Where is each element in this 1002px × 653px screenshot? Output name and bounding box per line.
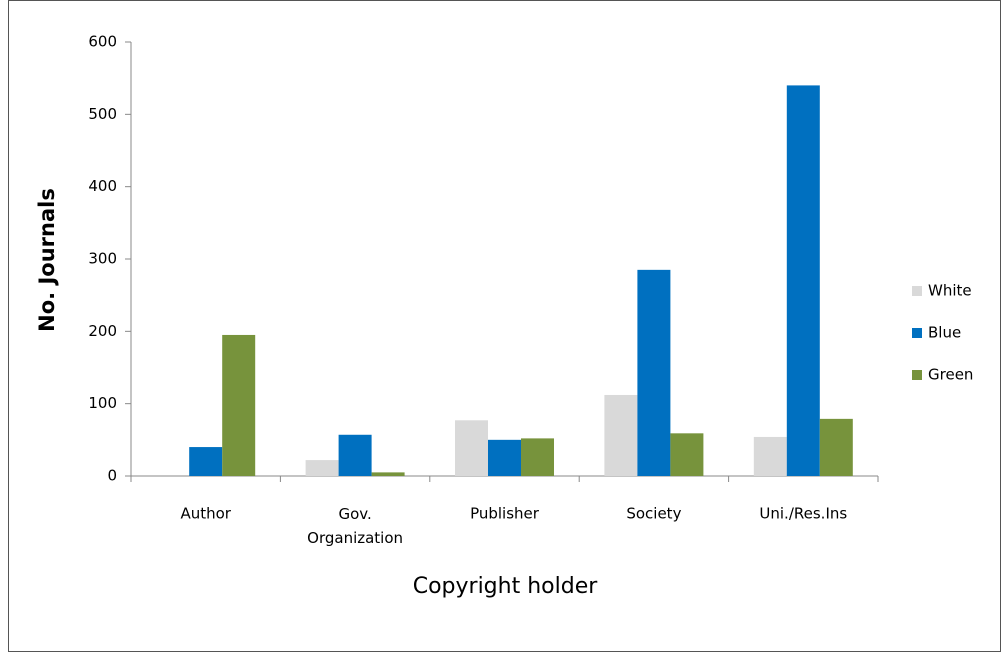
legend-swatch	[912, 370, 922, 380]
x-tick-label: Gov. Organization	[307, 505, 403, 547]
bar	[488, 439, 521, 476]
bar	[189, 447, 223, 476]
y-tick-label: 400	[88, 177, 117, 195]
bar	[455, 420, 488, 476]
y-axis-title: No. Journals	[35, 188, 59, 332]
x-tick-label: Author	[180, 505, 231, 523]
y-tick-label: 300	[88, 250, 117, 268]
legend-label: Blue	[928, 324, 961, 342]
y-tick-label: 500	[88, 105, 117, 123]
y-tick-label: 200	[88, 322, 117, 340]
y-tick-label: 100	[88, 394, 117, 412]
legend-label: White	[928, 282, 972, 300]
bar	[819, 418, 853, 476]
bar	[670, 433, 704, 476]
y-tick-label: 600	[88, 33, 117, 51]
x-tick-label: Society	[626, 505, 681, 523]
bar	[371, 472, 405, 476]
y-tick-label: 0	[107, 467, 117, 485]
bar	[338, 434, 372, 476]
legend-swatch	[912, 286, 922, 296]
legend-swatch	[912, 328, 922, 338]
bar	[786, 85, 820, 477]
frame	[8, 0, 1001, 652]
bar	[637, 269, 671, 476]
x-tick-label: Publisher	[470, 505, 540, 523]
bar	[604, 394, 638, 476]
x-axis-title: Copyright holder	[413, 574, 599, 599]
x-tick-label: Uni./Res.Ins	[759, 505, 847, 523]
bar	[753, 436, 787, 476]
bar	[305, 460, 339, 476]
bar	[521, 438, 554, 476]
bar	[222, 334, 256, 476]
legend-label: Green	[928, 366, 973, 384]
